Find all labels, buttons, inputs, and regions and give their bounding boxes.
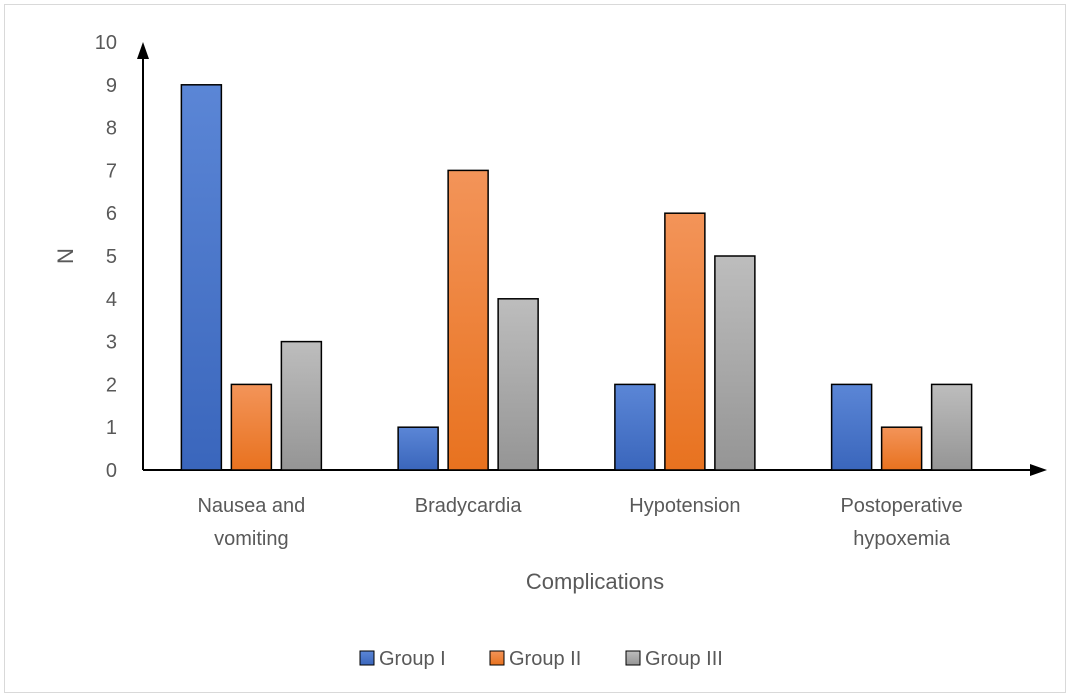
x-category-labels: Nausea and vomiting Bradycardia Hypotension… bbox=[197, 495, 962, 550]
y-tick-label: 2 bbox=[106, 374, 117, 396]
bar-group-i bbox=[180, 84, 223, 471]
x-category-label: Bradycardia bbox=[415, 495, 523, 517]
x-category-label: Hypotension bbox=[629, 495, 740, 517]
y-axis-arrow bbox=[137, 42, 149, 59]
x-axis-arrow bbox=[1030, 464, 1047, 476]
bars bbox=[180, 84, 973, 471]
y-tick-label: 9 bbox=[106, 75, 117, 97]
bar-group-i bbox=[614, 383, 656, 471]
y-tick-label: 3 bbox=[106, 332, 117, 354]
y-tick-label: 5 bbox=[106, 246, 117, 268]
y-tick-label: 6 bbox=[106, 203, 117, 225]
legend: Group I Group II Group III bbox=[359, 648, 723, 670]
bar-group-iii bbox=[280, 340, 323, 471]
y-tick-label: 8 bbox=[106, 118, 117, 140]
x-category-label: Nausea and vomiting bbox=[197, 495, 305, 550]
x-category-label: Postoperative hypoxemia bbox=[840, 495, 962, 550]
y-tick-label: 4 bbox=[106, 289, 117, 311]
bar-group-ii bbox=[447, 169, 489, 471]
legend-swatch bbox=[359, 650, 375, 666]
y-tick-label: 0 bbox=[106, 460, 117, 482]
bar-group-ii bbox=[880, 426, 923, 471]
axes bbox=[137, 42, 1047, 476]
bar-group-i bbox=[830, 383, 873, 471]
legend-swatch bbox=[625, 650, 641, 666]
legend-label: Group II bbox=[509, 648, 581, 670]
bar-group-iii bbox=[930, 383, 973, 471]
bar-group-i bbox=[397, 426, 439, 471]
y-axis-title: N bbox=[53, 248, 78, 264]
bar-group-ii bbox=[664, 212, 706, 471]
legend-label: Group I bbox=[379, 648, 446, 670]
x-axis-title: Complications bbox=[526, 569, 664, 594]
bar-group-iii bbox=[497, 298, 539, 471]
legend-label: Group III bbox=[645, 648, 723, 670]
legend-swatch bbox=[489, 650, 505, 666]
y-tick-label: 10 bbox=[95, 32, 117, 54]
bar-group-iii bbox=[714, 255, 756, 471]
y-tick-label: 1 bbox=[106, 417, 117, 439]
y-tick-labels: 0 1 2 3 4 5 6 7 8 9 10 bbox=[95, 32, 117, 482]
bar-group-ii bbox=[230, 383, 273, 471]
y-tick-label: 7 bbox=[106, 160, 117, 182]
